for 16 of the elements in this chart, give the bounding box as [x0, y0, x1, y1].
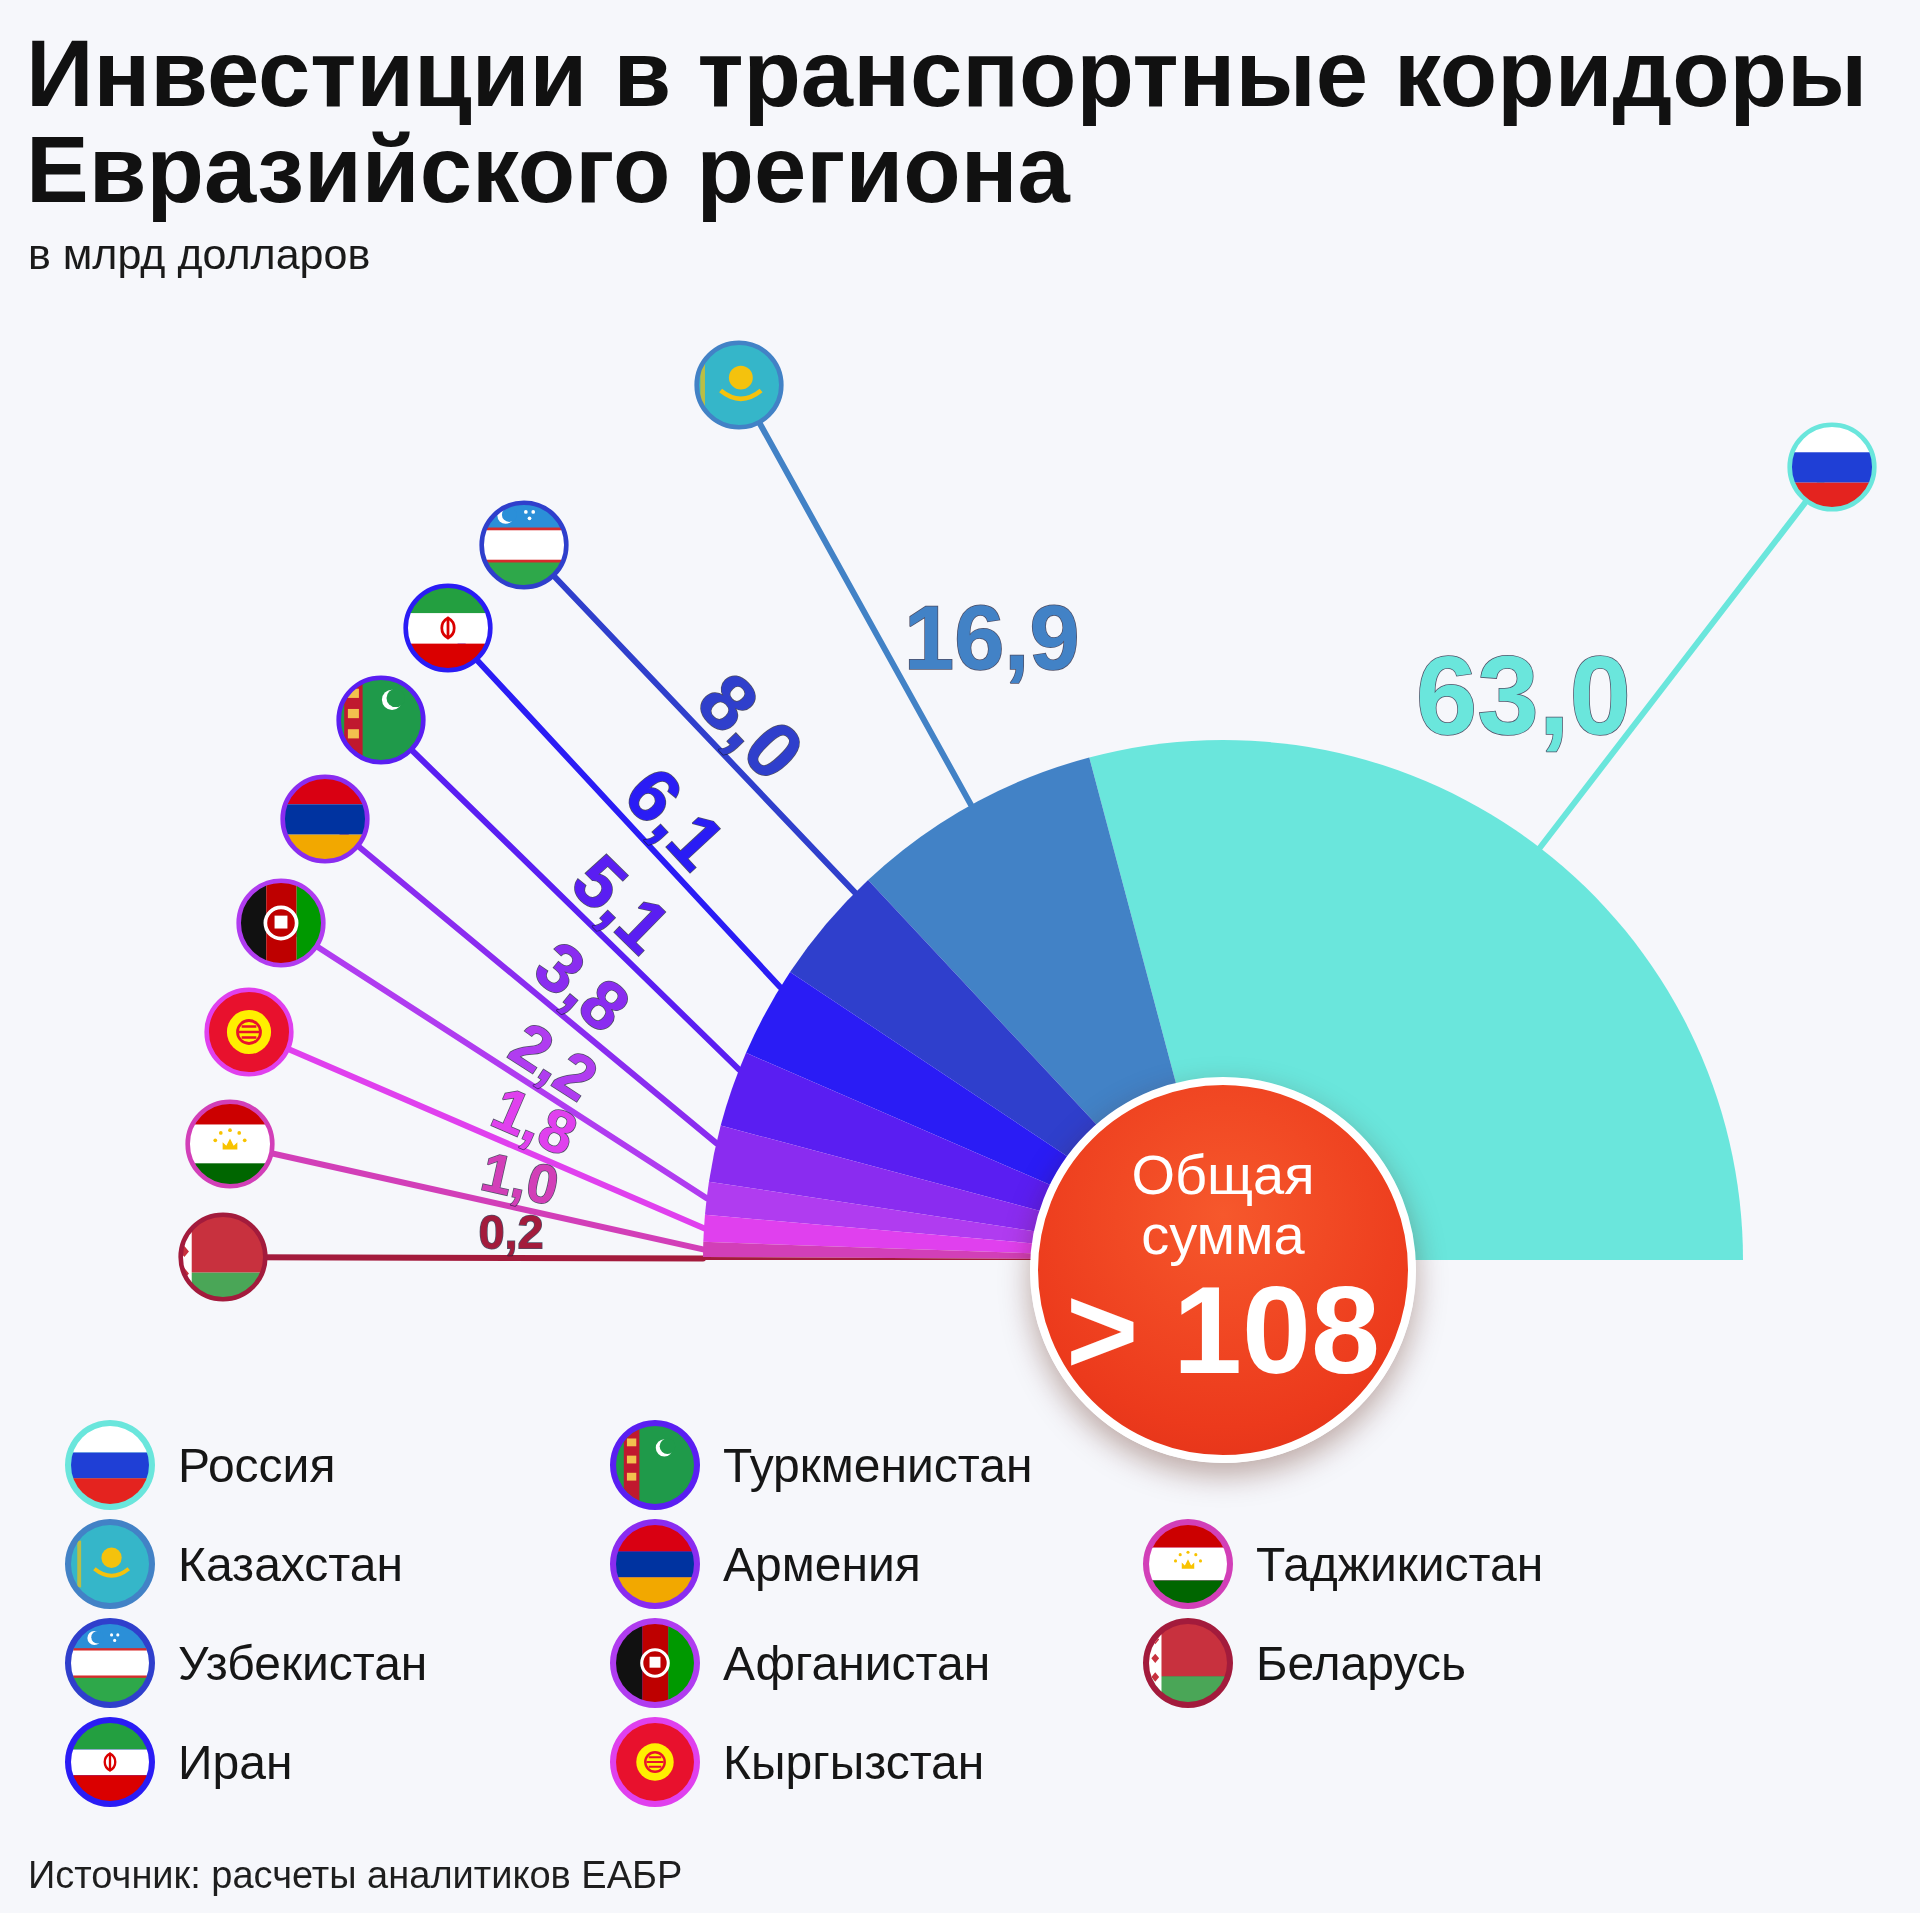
legend-label: Иран — [178, 1735, 293, 1789]
chart-title: Инвестиции в транспортные коридоры Евразийского региона — [26, 21, 1869, 222]
legend-label: Узбекистан — [178, 1636, 428, 1690]
legend-label: Казахстан — [178, 1537, 403, 1591]
legend-label: Таджикистан — [1256, 1537, 1544, 1591]
text: Источник: расчеты аналитиков ЕАБР — [28, 1854, 683, 1897]
chart-subtitle: в млрд долларов — [28, 230, 371, 278]
legend-label: Беларусь — [1256, 1636, 1466, 1690]
legend-label: Кыргызстан — [723, 1735, 985, 1789]
legend-label: Туркменистан — [723, 1438, 1033, 1492]
legend-label: Афганистан — [723, 1636, 991, 1690]
legend-label: Армения — [723, 1537, 921, 1591]
data-label: 63,0 — [1415, 634, 1631, 757]
data-label: 0,2 — [478, 1206, 544, 1259]
data-label: 16,9 — [904, 586, 1080, 688]
legend-label: Россия — [178, 1438, 336, 1492]
